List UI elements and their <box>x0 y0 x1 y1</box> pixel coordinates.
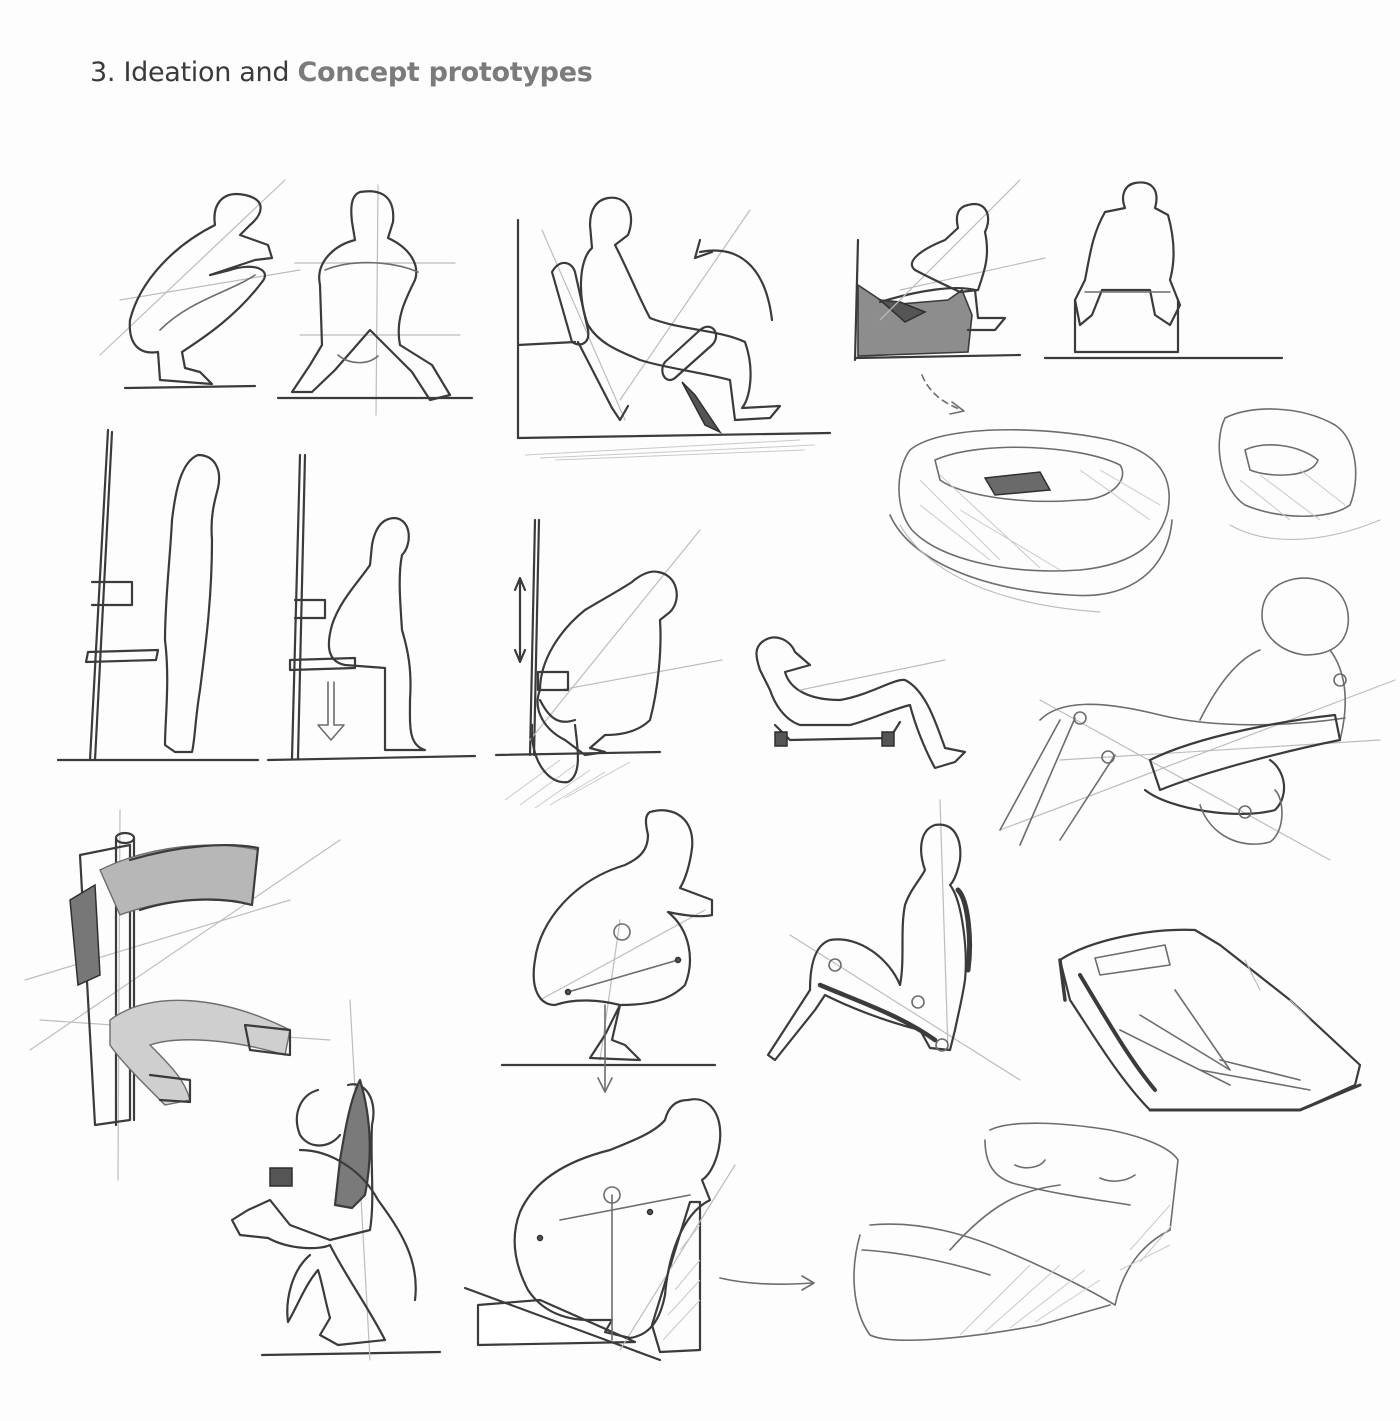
sketch-standing-wall-rail <box>56 428 260 762</box>
sketch-bench-seat-side <box>853 179 1046 362</box>
arrow-to-pod <box>921 374 965 415</box>
sketch-fold-frame-chair <box>1058 928 1362 1112</box>
arrow-to-sofa <box>719 1275 815 1291</box>
sketch-squat-side <box>99 179 301 390</box>
sketch-squat-wedge <box>463 1098 736 1362</box>
sketch-pod-chair-small <box>1218 408 1381 541</box>
sketch-sitting-wall-seat <box>266 453 477 762</box>
sketch-bench-seat-front <box>1043 181 1284 360</box>
sketch-squat-wall-lift <box>494 518 723 809</box>
heading-prefix: 3. Ideation and <box>90 57 298 88</box>
sketch-c-frame-seat <box>24 809 341 1181</box>
sketch-squat-front <box>276 184 474 416</box>
sketch-sofa-concept <box>853 1122 1179 1342</box>
sketch-lounge-seat-person <box>999 577 1396 861</box>
section-heading: 3. Ideation and Concept prototypes <box>90 57 593 88</box>
heading-emphasis: Concept prototypes <box>297 57 593 88</box>
sketch-squat-pivot <box>500 809 717 1093</box>
sketch-perch-seat <box>516 196 832 461</box>
sketch-squat-back-brace <box>230 999 442 1361</box>
sketch-reclining-seat <box>755 636 967 770</box>
sketch-pod-chair-large <box>889 429 1173 613</box>
sketch-sitting-leaning-seat <box>766 799 1021 1081</box>
